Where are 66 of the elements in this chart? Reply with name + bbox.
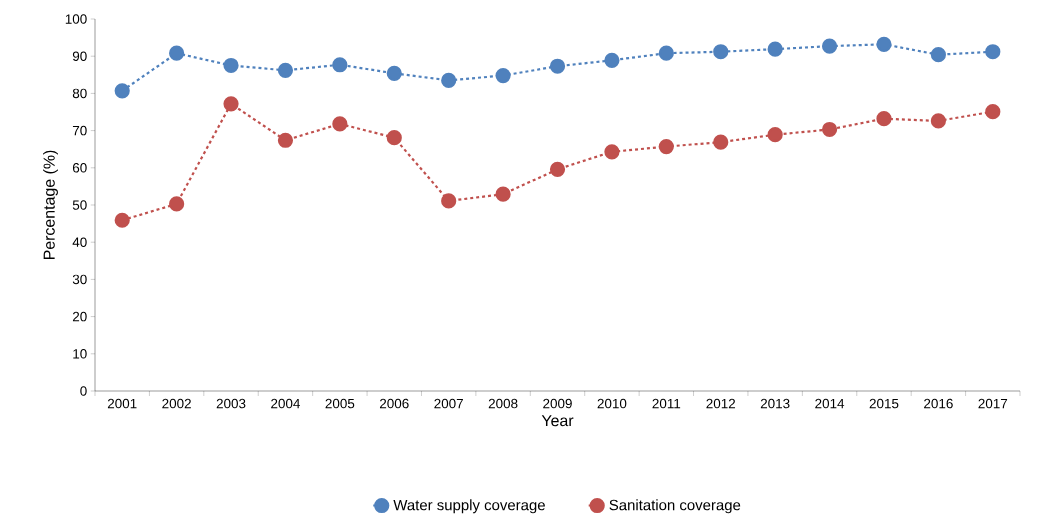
- y-tick-label: 50: [72, 200, 87, 210]
- x-tick-label: 2012: [706, 398, 736, 409]
- x-tick-label: 2001: [107, 398, 137, 409]
- point: [114, 83, 130, 99]
- y-tick-label: 20: [72, 311, 87, 322]
- y-tick-label: 30: [72, 274, 87, 285]
- point: [169, 196, 185, 212]
- point: [658, 45, 674, 61]
- point: [332, 116, 348, 132]
- point: [495, 67, 511, 84]
- y-tick-label: 100: [65, 14, 87, 24]
- point: [386, 130, 402, 146]
- point: [713, 44, 729, 60]
- x-tick-label: 2011: [652, 398, 681, 409]
- x-tick-label: 2009: [543, 398, 572, 409]
- point: [767, 41, 783, 57]
- point: [930, 47, 946, 63]
- x-tick-label: 2007: [434, 398, 463, 409]
- y-tick-label: 90: [72, 51, 87, 61]
- point: [223, 57, 239, 74]
- point: [495, 186, 511, 202]
- y-tick-label: 0: [80, 386, 87, 396]
- point: [223, 96, 239, 112]
- x-tick-label: 2003: [216, 398, 246, 409]
- y-tick-label: 40: [72, 237, 87, 247]
- x-tick-label: 2005: [325, 398, 355, 409]
- point: [169, 45, 185, 61]
- x-tick-label: 2015: [869, 398, 899, 409]
- y-tick-label: 80: [72, 88, 87, 99]
- point: [277, 62, 294, 78]
- point: [441, 72, 457, 88]
- x-tick-label: 2017: [978, 398, 1008, 409]
- point: [821, 38, 838, 54]
- point: [604, 52, 620, 68]
- x-tick-label: 2013: [760, 398, 790, 409]
- x-axis-title: Year: [541, 415, 574, 427]
- x-tick-label: 2006: [379, 398, 409, 409]
- point: [876, 111, 892, 127]
- point: [277, 132, 294, 148]
- point: [658, 138, 674, 155]
- y-tick-label: 60: [72, 163, 87, 173]
- y-tick-label: 70: [72, 125, 87, 136]
- x-tick-label: 2010: [597, 398, 627, 409]
- y-axis-title: Percentage (%): [43, 150, 58, 260]
- point: [114, 212, 130, 228]
- x-tick-label: 2002: [162, 398, 191, 409]
- legend-label: Sanitation coverage: [609, 499, 741, 514]
- point: [332, 57, 348, 73]
- y-tick-label: 10: [73, 349, 87, 359]
- x-tick-label: 2016: [924, 398, 953, 409]
- x-tick-label: 2008: [488, 398, 518, 409]
- point: [549, 161, 566, 177]
- point: [713, 134, 729, 150]
- point: [985, 104, 1001, 120]
- point: [821, 121, 838, 138]
- x-tick-label: 2004: [271, 398, 301, 409]
- legend-label: Water supply coverage: [393, 499, 545, 514]
- point: [604, 144, 620, 160]
- point: [876, 36, 892, 52]
- x-tick-label: 2014: [815, 398, 845, 409]
- point: [386, 65, 402, 81]
- point: [549, 58, 566, 74]
- point: [985, 44, 1001, 60]
- point: [441, 193, 457, 209]
- point: [767, 127, 783, 143]
- point: [930, 113, 946, 129]
